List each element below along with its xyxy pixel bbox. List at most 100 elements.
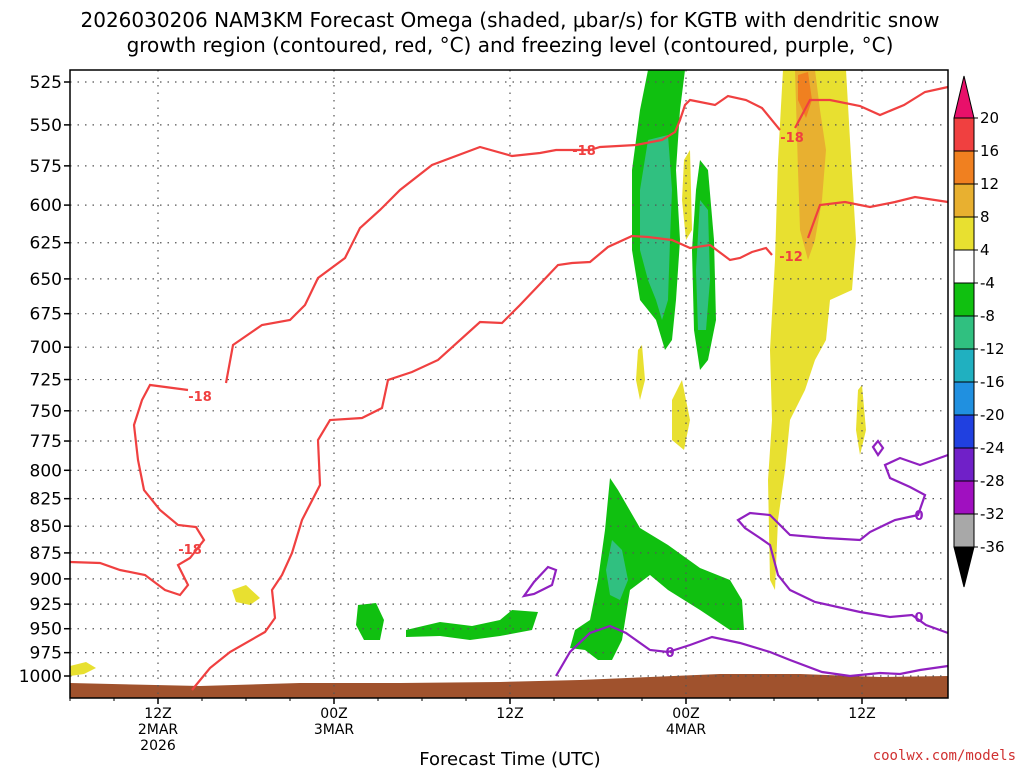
x-tick-label: 12Z [496, 706, 523, 722]
y-tick-label: 800 [30, 461, 62, 481]
y-tick-label: 525 [30, 73, 62, 93]
y-tick-label: 750 [30, 402, 62, 422]
y-tick-label: 550 [30, 116, 62, 136]
colorbar-segment [953, 216, 975, 251]
omega-shade-yellow-west2 [70, 662, 96, 676]
chart-title-line1: 2026030206 NAM3KM Forecast Omega (shaded… [81, 8, 940, 32]
contour-minus18-west [69, 383, 206, 597]
colorbar-tick-label: -36 [980, 538, 1005, 556]
y-tick-label: 850 [30, 517, 62, 537]
contour-minus12-west [191, 234, 773, 691]
x-tick-label: 12Z [144, 706, 171, 722]
colorbar-tick-label: 8 [980, 208, 990, 226]
y-tick-label: 1000 [19, 667, 62, 687]
colorbar-tick-label: -20 [980, 406, 1005, 424]
contour-label: -18 [178, 543, 202, 558]
colorbar-tick-label: 12 [980, 175, 999, 193]
omega-shade-yellow-small1 [672, 380, 690, 450]
y-tick-label: 875 [30, 544, 62, 564]
y-tick-label: 575 [30, 157, 62, 177]
colorbar-segment [953, 315, 975, 350]
x-tick-label: 3MAR [314, 722, 355, 738]
omega-shade-teal-lower [606, 540, 628, 600]
contour-label: 0 [914, 611, 923, 626]
terrain [70, 674, 948, 698]
contour-zero-small [521, 565, 558, 598]
x-tick-label: 4MAR [666, 722, 707, 738]
colorbar-tick-label: 16 [980, 142, 999, 160]
colorbar-segment [953, 381, 975, 416]
dendritic-contours [69, 85, 949, 691]
y-tick-label: 700 [30, 338, 62, 358]
y-tick-label: 950 [30, 620, 62, 640]
colorbar-segment [953, 282, 975, 317]
contour-minus18-mid [224, 94, 781, 384]
colorbar-segment [953, 447, 975, 482]
contour-labels: -18 -18 -18 -18 -12 0 0 0 [178, 131, 923, 661]
colorbar-tick-label: -4 [980, 274, 995, 292]
colorbar-bottom-triangle [953, 546, 975, 588]
contour-zero-east [736, 453, 949, 635]
colorbar-segment [953, 480, 975, 515]
colorbar-tick-label: 20 [980, 109, 999, 127]
colorbar-segment [953, 513, 975, 548]
y-axis: 525 550 575 600 625 650 675 700 725 750 775 800 825 8… [19, 73, 70, 687]
credit-text: coolwx.com/models [873, 748, 1016, 764]
omega-shade-green-lower [570, 478, 744, 660]
y-tick-label: 775 [30, 432, 62, 452]
omega-shade-yellow-small3 [856, 385, 866, 455]
y-tick-label: 900 [30, 570, 62, 590]
colorbar-tick-label: -12 [980, 340, 1005, 358]
contour-label: 0 [914, 509, 923, 524]
colorbar-segment [953, 117, 975, 152]
chart-title-line2: growth region (contoured, red, °C) and f… [127, 33, 894, 57]
colorbar-segment [953, 414, 975, 449]
y-tick-label: 925 [30, 595, 62, 615]
contour-label: -18 [572, 144, 596, 159]
y-tick-label: 825 [30, 490, 62, 510]
y-tick-label: 650 [30, 270, 62, 290]
colorbar-segment [953, 183, 975, 218]
colorbar-tick-label: -24 [980, 439, 1005, 457]
contour-label: -18 [780, 131, 804, 146]
contour-zero-main [555, 624, 949, 678]
omega-shade-yellow-east [768, 70, 856, 590]
x-tick-label: 12Z [848, 706, 875, 722]
y-tick-label: 600 [30, 196, 62, 216]
colorbar-tick-label: 4 [980, 241, 990, 259]
plot-border [69, 69, 949, 699]
y-tick-label: 675 [30, 305, 62, 325]
colorbar-top-triangle [953, 75, 975, 119]
colorbar-tick-label: -32 [980, 505, 1005, 523]
omega-shade-orange-core [798, 72, 812, 118]
contour-label: -12 [779, 250, 803, 265]
omega-shade-teal-upper2 [696, 200, 710, 330]
contour-zero-tiny [871, 439, 885, 457]
omega-shading [70, 70, 866, 676]
contour-minus12-east [806, 195, 949, 239]
colorbar-tick-label: -28 [980, 472, 1005, 490]
colorbar-tick-label: -16 [980, 373, 1005, 391]
omega-shade-green-low-band [356, 603, 538, 640]
omega-colorbar: 20 16 12 8 4 -4 -8 -12 -16 -20 -24 -28 -32 -36 [953, 75, 1005, 588]
omega-shade-yellow-west1 [232, 585, 260, 605]
colorbar-segment [953, 348, 975, 383]
freezing-level-contours [521, 439, 949, 678]
colorbar-segment [953, 249, 975, 284]
omega-shade-teal-upper1 [640, 135, 672, 320]
x-tick-label: 00Z [320, 706, 347, 722]
contour-label: -18 [188, 390, 212, 405]
x-axis-label: Forecast Time (UTC) [419, 749, 600, 768]
y-tick-label: 975 [30, 644, 62, 664]
omega-shade-yellow-small4 [682, 150, 692, 240]
contour-minus18-east [794, 85, 949, 129]
omega-shade-yellow-small2 [636, 345, 645, 400]
x-tick-label: 00Z [672, 706, 699, 722]
x-tick-label: 2MAR [138, 722, 179, 738]
y-tick-label: 725 [30, 371, 62, 391]
contour-label: 0 [665, 646, 674, 661]
colorbar-tick-label: -8 [980, 307, 995, 325]
y-tick-label: 625 [30, 234, 62, 254]
